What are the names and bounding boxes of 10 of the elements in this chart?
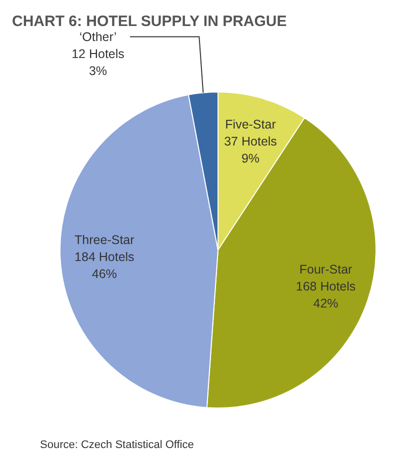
- data-label: 37 Hotels 9%: [224, 134, 277, 166]
- data-label: 12 Hotels 3%: [72, 47, 124, 78]
- slice-label: Five-Star: [225, 117, 276, 132]
- chart-title: CHART 6: HOTEL SUPPLY IN PRAGUE: [12, 13, 287, 30]
- data-label: 168 Hotels 42%: [296, 280, 356, 311]
- data-label: 184 Hotels 46%: [74, 250, 134, 282]
- slice-label: Four-Star: [299, 262, 352, 277]
- slice-label: Three-Star: [74, 233, 134, 248]
- source-note: Source: Czech Statistical Office: [40, 439, 194, 451]
- slice-label: ‘Other’: [79, 30, 117, 44]
